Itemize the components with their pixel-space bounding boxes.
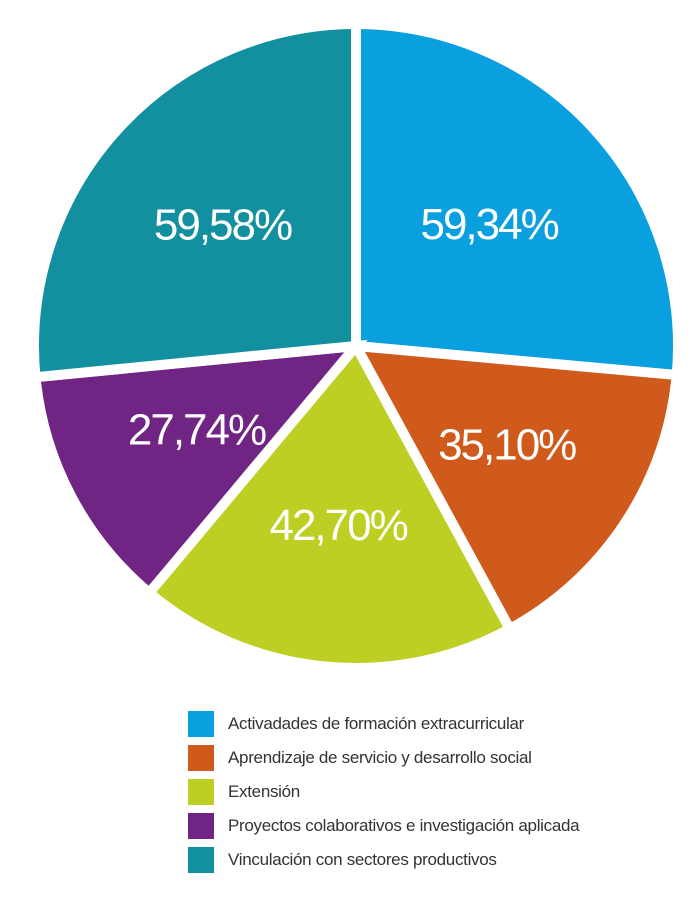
pie-slice: [29, 18, 361, 383]
legend-label: Aprendizaje de servicio y desarrollo soc…: [228, 748, 532, 767]
legend-item: Vinculación con sectores productivos: [188, 843, 579, 877]
pie-chart: 59,34% 35,10% 42,70%27,74% 59,58%: [29, 18, 683, 673]
slice-label: 27,74%: [128, 406, 266, 455]
legend-swatch: [188, 711, 214, 737]
slice-label: 35,10%: [438, 421, 576, 470]
legend: Activadades de formación extracurricular…: [188, 707, 580, 877]
slice-label: 42,70%: [269, 501, 407, 550]
legend-item: Aprendizaje de servicio y desarrollo soc…: [188, 741, 579, 775]
legend-label: Proyectos colaborativos e investigación …: [228, 816, 580, 835]
legend-swatch: [188, 847, 214, 873]
pie-slice: [142, 337, 517, 673]
legend-swatch: [188, 779, 214, 805]
legend-label: Activadades de formación extracurricular: [228, 714, 525, 733]
legend-label: Extensión: [228, 782, 300, 801]
legend-swatch: [188, 745, 214, 771]
legend-item: Proyectos colaborativos e investigación …: [188, 809, 580, 843]
slice-label: 59,34%: [420, 200, 558, 249]
legend-item: Activadades de formación extracurricular: [188, 707, 579, 741]
pie-slice: [347, 340, 683, 636]
legend-label: Vinculación con sectores productivos: [228, 850, 497, 869]
slice-label: 59,58%: [154, 200, 292, 249]
pie-slice: [30, 339, 368, 600]
legend-swatch: [188, 813, 214, 839]
pie-slice: [351, 18, 683, 381]
legend-item: Extensión: [188, 775, 579, 809]
